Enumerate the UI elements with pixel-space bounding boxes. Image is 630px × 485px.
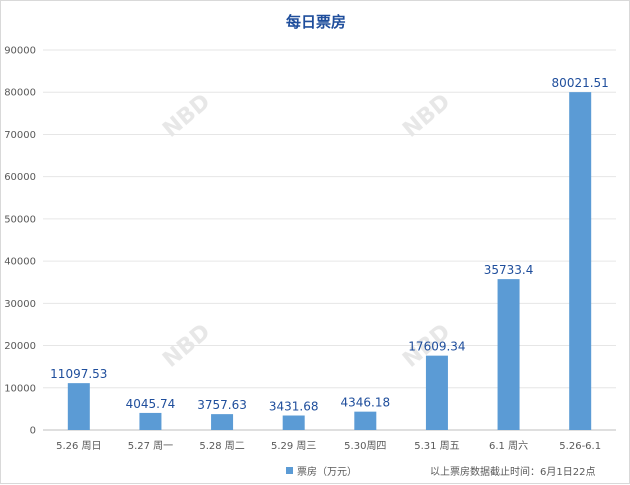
legend-label: 票房（万元）	[297, 467, 357, 478]
bar	[282, 415, 305, 430]
y-tick-label: 50000	[4, 214, 36, 225]
x-category-label: 5.30周四	[344, 440, 386, 452]
y-tick-label: 10000	[4, 383, 36, 394]
y-tick-label: 30000	[4, 299, 36, 310]
gridlines	[43, 49, 616, 431]
bar	[211, 414, 234, 430]
x-category-label: 5.31 周五	[414, 440, 459, 452]
data-cutoff-note: 以上票房数据截止时间：6月1日22点	[430, 467, 596, 478]
x-category-label: 5.28 周二	[199, 440, 244, 452]
y-tick-label: 80000	[4, 88, 36, 99]
bar	[497, 279, 520, 430]
y-tick-label: 20000	[4, 341, 36, 352]
data-label: 4346.18	[341, 396, 391, 410]
data-labels: 11097.53 4045.74 3757.63 3431.68 4346.18 1760…	[50, 76, 609, 413]
legend: 票房（万元）	[286, 463, 357, 478]
data-label: 80021.51	[552, 76, 609, 90]
y-tick-label: 60000	[4, 172, 36, 183]
x-category-label: 5.26 周日	[56, 440, 101, 452]
data-label: 4045.74	[126, 397, 176, 411]
bar	[67, 383, 90, 430]
data-label: 35733.4	[484, 263, 534, 277]
y-tick-label: 70000	[4, 130, 36, 141]
bar	[354, 411, 377, 430]
y-tick-label: 90000	[4, 46, 36, 57]
y-axis-ticks: 0 10000 20000 30000 40000 50000 60000 70000 8000…	[4, 46, 36, 437]
legend-swatch	[286, 467, 293, 474]
x-category-label: 5.27 周一	[128, 440, 173, 452]
bar	[139, 412, 162, 430]
data-label: 3757.63	[197, 398, 247, 412]
x-category-label: 6.1 周六	[489, 440, 528, 452]
data-label: 11097.53	[50, 367, 107, 381]
chart-title: 每日票房	[285, 13, 346, 31]
x-axis-categories: 5.26 周日 5.27 周一 5.28 周二 5.29 周三 5.30周四 5.31 周…	[56, 440, 601, 452]
y-tick-label: 0	[30, 426, 36, 437]
y-tick-label: 40000	[4, 257, 36, 268]
x-category-label: 5.26-6.1	[559, 441, 601, 452]
bar	[569, 92, 592, 430]
data-label: 3431.68	[269, 400, 319, 414]
bars	[67, 92, 592, 430]
bar	[425, 355, 448, 430]
data-label: 17609.34	[408, 340, 465, 354]
x-category-label: 5.29 周三	[271, 440, 316, 452]
